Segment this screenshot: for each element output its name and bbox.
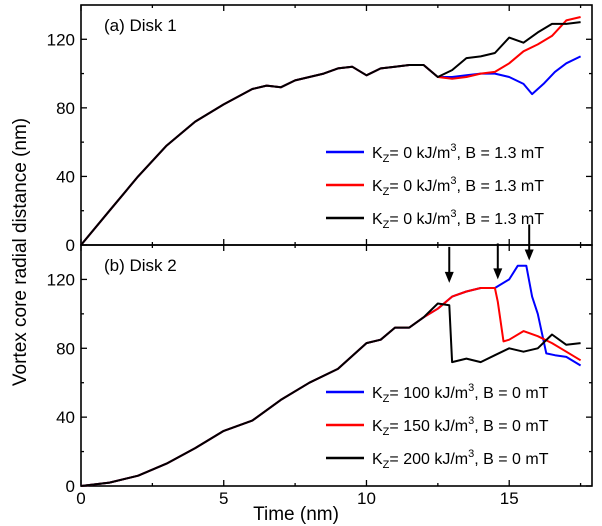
legend-label-3: KZ= 200 kJ/m3, B = 0 mT — [372, 448, 549, 471]
y-axis-label: Vortex core radial distance (nm) — [10, 118, 31, 386]
plot-frame — [80, 244, 593, 487]
legend-label-1: KZ= 0 kJ/m3, B = 1.3 mT — [372, 142, 544, 165]
legend-label-1: KZ= 100 kJ/m3, B = 0 mT — [372, 382, 549, 405]
arrow-head — [524, 249, 534, 261]
arrow-head — [444, 271, 454, 283]
x-tick-label: 0 — [76, 489, 85, 508]
plot-frame — [80, 4, 593, 246]
y-tick-label: 120 — [47, 270, 75, 289]
y-tick-label: 80 — [56, 99, 75, 118]
legend-label-2: KZ= 150 kJ/m3, B = 0 mT — [372, 415, 549, 438]
x-tick-label: 15 — [500, 489, 519, 508]
series-line-3 — [80, 302, 581, 487]
y-tick-label: 40 — [56, 167, 75, 186]
y-tick-label: 0 — [66, 236, 75, 255]
x-tick-label: 5 — [219, 489, 228, 508]
panel-disk-2: 0 40 80 120 0 5 10 15 (b) Disk 2 KZ= 100 kJ/m3, B… — [47, 224, 593, 508]
panel-disk-1: 0 40 80 120 (a) Disk 1 KZ= 0 kJ/m3, B = 1.3 m… — [47, 4, 593, 255]
series-line-3 — [80, 21, 581, 246]
y-tick-label: 120 — [47, 30, 75, 49]
x-tick-label: 10 — [357, 489, 376, 508]
legend-label-2: KZ= 0 kJ/m3, B = 1.3 mT — [372, 175, 544, 198]
y-tick-label: 0 — [66, 477, 75, 496]
arrow-head — [493, 268, 503, 280]
panel-title: (b) Disk 2 — [104, 256, 177, 275]
y-tick-label: 40 — [56, 408, 75, 427]
panel-title: (a) Disk 1 — [104, 16, 177, 35]
legend-label-3: KZ= 0 kJ/m3, B = 1.3 mT — [372, 208, 544, 231]
x-axis-label: Time (nm) — [253, 504, 339, 525]
y-tick-label: 80 — [56, 339, 75, 358]
